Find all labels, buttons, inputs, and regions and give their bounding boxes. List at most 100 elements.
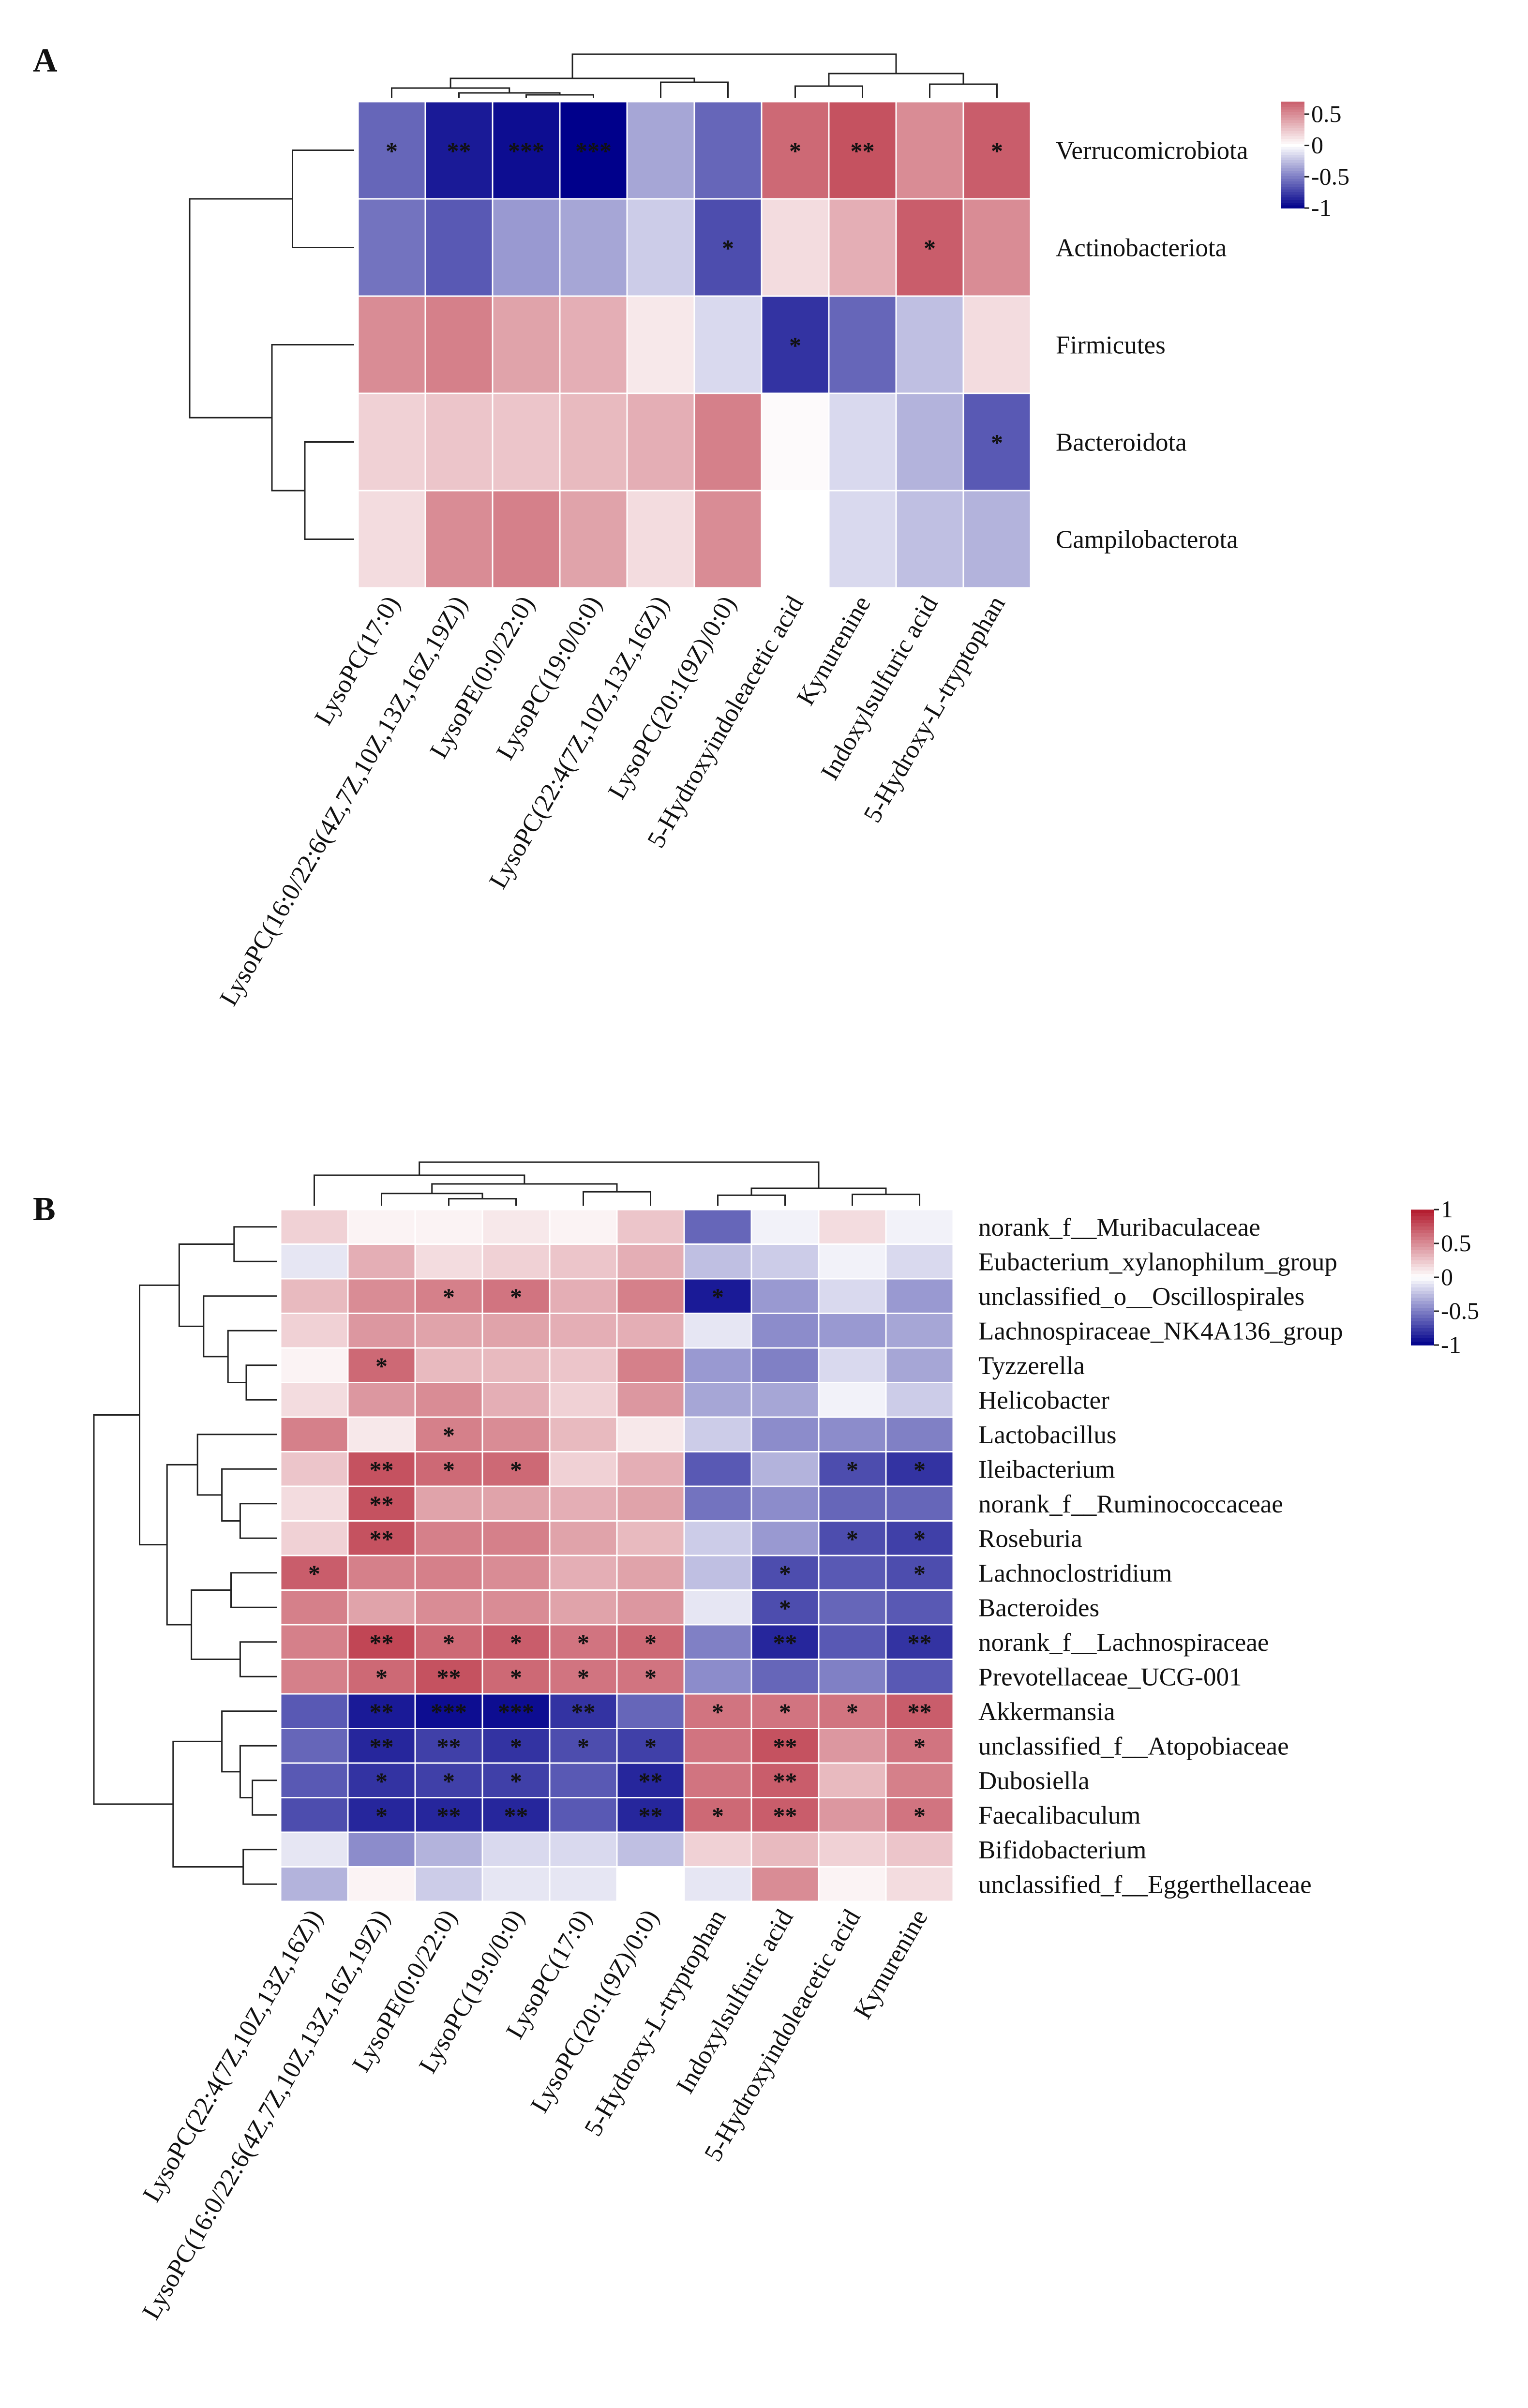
legend-gradient-band [1411, 1220, 1434, 1224]
heatmap-cell [818, 1347, 887, 1383]
heatmap-cell [750, 1797, 820, 1833]
heatmap-cell [347, 1693, 416, 1729]
significance-mark: * [722, 235, 734, 262]
heatmap-cell [481, 1555, 551, 1591]
heatmap-cell [280, 1243, 349, 1280]
heatmap-cell [357, 490, 426, 589]
heatmap-cell [347, 1866, 416, 1902]
legend-tick-label: 0 [1311, 132, 1323, 159]
heatmap-cell [750, 1313, 820, 1349]
legend-gradient-band [1281, 141, 1304, 145]
heatmap-cell [280, 1347, 349, 1383]
heatmap-cell [616, 1243, 685, 1280]
heatmap-cell [280, 1659, 349, 1695]
significance-mark: * [914, 1560, 926, 1587]
legend-gradient-band [1411, 1291, 1434, 1295]
legend-gradient-band [1411, 1325, 1434, 1329]
significance-mark: ** [370, 1525, 394, 1552]
heatmap-cell [750, 1451, 820, 1487]
heatmap-cell [750, 1693, 820, 1729]
heatmap-cell [424, 198, 494, 297]
heatmap-cell [885, 1624, 954, 1660]
heatmap-cell [347, 1209, 416, 1245]
legend-gradient-band [1281, 120, 1304, 123]
heatmap-cell [616, 1416, 685, 1452]
heatmap-cell [750, 1520, 820, 1556]
heatmap-cell [818, 1728, 887, 1764]
legend-gradient-band [1411, 1294, 1434, 1298]
significance-mark: ** [773, 1629, 797, 1656]
legend-gradient-band [1411, 1267, 1434, 1271]
heatmap-cell [347, 1278, 416, 1314]
heatmap-cell [683, 1416, 752, 1452]
legend-gradient-band [1281, 109, 1304, 113]
heatmap-cell [347, 1624, 416, 1660]
row-label: Prevotellaceae_UCG-001 [978, 1663, 1242, 1691]
heatmap-cell [414, 1520, 483, 1556]
heatmap-cell [549, 1209, 618, 1245]
heatmap-cell [750, 1416, 820, 1452]
heatmap-cell [750, 1243, 820, 1280]
legend-gradient-band [1281, 160, 1304, 164]
legend-gradient-band [1411, 1304, 1434, 1308]
heatmap-cell [559, 392, 628, 492]
panel-a-significance-marks: * ** *** *** * ** ** *** [386, 137, 1003, 456]
heatmap-cell [481, 1382, 551, 1418]
significance-mark: * [644, 1733, 657, 1760]
legend-gradient-band [1411, 1223, 1434, 1227]
significance-mark: ** [773, 1767, 797, 1795]
heatmap-cell [683, 1797, 752, 1833]
heatmap-cell [481, 1485, 551, 1522]
heatmap-cell [616, 1659, 685, 1695]
heatmap-cell [683, 1313, 752, 1349]
heatmap-cell [962, 490, 1032, 589]
legend-tick-label: -0.5 [1311, 163, 1349, 190]
significance-mark: ** [437, 1802, 461, 1829]
legend-gradient-band [1411, 1243, 1434, 1247]
legend-gradient-band [1281, 139, 1304, 142]
heatmap-cell [616, 1866, 685, 1902]
heatmap-cell [683, 1451, 752, 1487]
heatmap-cell [885, 1416, 954, 1452]
heatmap-cell [818, 1659, 887, 1695]
legend-gradient-band [1281, 176, 1304, 179]
heatmap-cell [492, 490, 561, 589]
row-label: Lachnospiraceae_NK4A136_group [978, 1317, 1343, 1345]
heatmap-cell [347, 1382, 416, 1418]
heatmap-cell [347, 1347, 416, 1383]
heatmap-cell [616, 1693, 685, 1729]
heatmap-cell [616, 1728, 685, 1764]
heatmap-cell [818, 1589, 887, 1626]
significance-mark: * [779, 1560, 791, 1587]
significance-mark: * [779, 1698, 791, 1725]
heatmap-cell [280, 1589, 349, 1626]
panel-b-column-dendrogram [314, 1161, 920, 1206]
row-label: Eubacterium_xylanophilum_group [978, 1248, 1337, 1276]
heatmap-cell [347, 1797, 416, 1833]
dendrogram-branch [419, 1161, 820, 1188]
heatmap-cell [885, 1693, 954, 1729]
heatmap-cell [828, 490, 897, 589]
dendrogram-branch [93, 1414, 173, 1805]
dendrogram-branch [571, 53, 897, 78]
panel-a-color-legend: 0.5 0 -0.5 -1 [1281, 100, 1349, 221]
significance-mark: * [386, 137, 398, 165]
heatmap-cell [414, 1209, 483, 1245]
heatmap-cell [280, 1209, 349, 1245]
heatmap-cell [885, 1278, 954, 1314]
row-label: Helicobacter [978, 1386, 1109, 1414]
significance-mark: ** [504, 1802, 528, 1829]
legend-gradient-band [1281, 102, 1304, 105]
panel-b-color-legend: 1 0.5 0 -0.5 -1 [1411, 1196, 1479, 1358]
heatmap-cell [549, 1762, 618, 1798]
panel-a-letter: A [33, 42, 58, 79]
heatmap-cell [616, 1209, 685, 1245]
heatmap-cell [616, 1589, 685, 1626]
heatmap-cell [885, 1866, 954, 1902]
heatmap-cell [885, 1209, 954, 1245]
heatmap-cell [549, 1451, 618, 1487]
heatmap-cell [616, 1347, 685, 1383]
significance-mark: * [914, 1456, 926, 1483]
legend-gradient-band [1281, 157, 1304, 161]
row-label: Ileibacterium [978, 1455, 1115, 1483]
